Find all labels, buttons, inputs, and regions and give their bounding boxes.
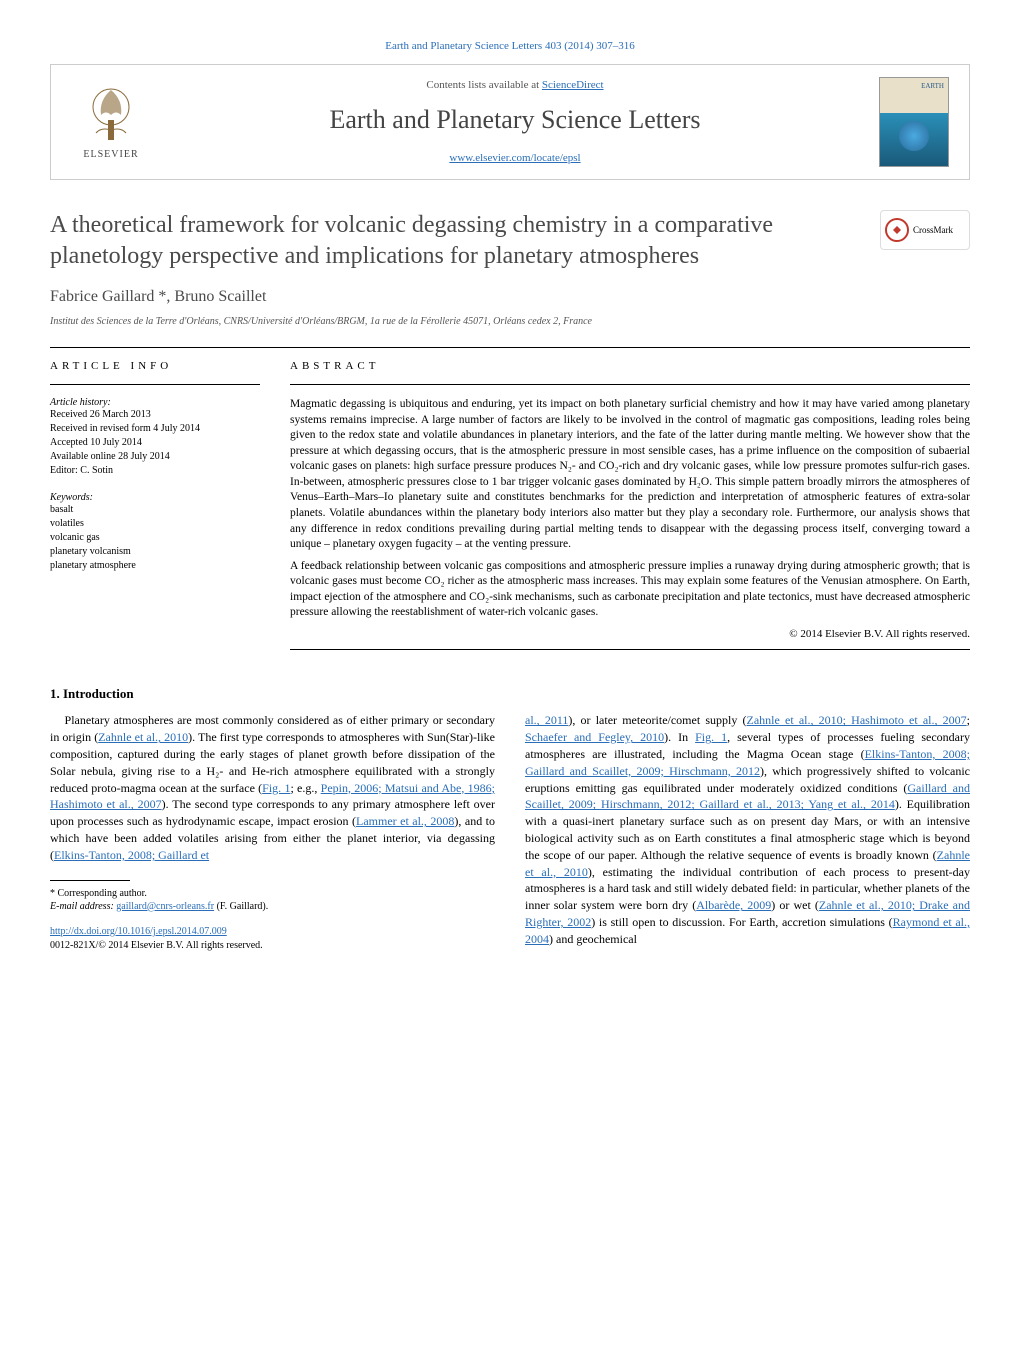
body-text: ) or wet (: [771, 898, 819, 912]
email-label: E-mail address:: [50, 901, 116, 912]
keyword-item: volatiles: [50, 517, 260, 531]
abstract-block: abstract Magmatic degassing is ubiquitou…: [290, 360, 970, 662]
journal-header-box: ELSEVIER Contents lists available at Sci…: [50, 64, 970, 180]
contents-available-line: Contents lists available at ScienceDirec…: [151, 79, 879, 91]
keyword-item: planetary atmosphere: [50, 559, 260, 573]
body-paragraph: Planetary atmospheres are most commonly …: [50, 712, 495, 863]
citation-link[interactable]: Zahnle et al., 2010; Hashimoto et al., 2…: [747, 713, 967, 727]
crossmark-badge[interactable]: CrossMark: [880, 210, 970, 250]
journal-cover-label: EARTH: [921, 82, 944, 90]
contents-prefix: Contents lists available at: [426, 79, 541, 91]
body-text: ) is still open to discussion. For Earth…: [591, 915, 892, 929]
history-label: Article history:: [50, 397, 260, 408]
body-columns: Planetary atmospheres are most commonly …: [50, 712, 970, 952]
abstract-divider: [290, 384, 970, 385]
crossmark-label: CrossMark: [913, 225, 953, 235]
citation-link[interactable]: Elkins-Tanton, 2008; Gaillard et: [54, 848, 209, 862]
section-divider: [50, 347, 970, 348]
email-suffix: (F. Gaillard).: [214, 901, 268, 912]
email-line: E-mail address: gaillard@cnrs-orleans.fr…: [50, 900, 495, 913]
online-date: Available online 28 July 2014: [50, 450, 260, 464]
section-heading-intro: 1. Introduction: [50, 686, 970, 702]
keyword-item: planetary volcanism: [50, 545, 260, 559]
header-citation: Earth and Planetary Science Letters 403 …: [50, 40, 970, 52]
revised-date: Received in revised form 4 July 2014: [50, 422, 260, 436]
journal-homepage-link[interactable]: www.elsevier.com/locate/epsl: [449, 152, 580, 164]
body-text: ), or later meteorite/comet supply (: [568, 713, 746, 727]
keyword-item: basalt: [50, 503, 260, 517]
received-date: Received 26 March 2013: [50, 408, 260, 422]
journal-cover-thumbnail: EARTH: [879, 77, 949, 167]
abstract-paragraph: A feedback relationship between volcanic…: [290, 559, 970, 621]
elsevier-text: ELSEVIER: [83, 149, 138, 160]
citation-link[interactable]: Lammer et al., 2008: [356, 814, 454, 828]
earth-icon: [899, 121, 929, 151]
article-info-heading: article info: [50, 360, 260, 372]
sciencedirect-link[interactable]: ScienceDirect: [542, 79, 604, 91]
affiliation-line: Institut des Sciences de la Terre d'Orlé…: [50, 316, 970, 327]
issn-copyright: 0012-821X/© 2014 Elsevier B.V. All right…: [50, 939, 495, 953]
citation-link[interactable]: Albarède, 2009: [696, 898, 771, 912]
body-text: ;: [967, 713, 970, 727]
body-text: ) and geochemical: [549, 932, 637, 946]
figure-link[interactable]: Fig. 1: [695, 730, 727, 744]
body-text: ). In: [664, 730, 695, 744]
figure-link[interactable]: Fig. 1: [262, 781, 290, 795]
citation-link[interactable]: al., 2011: [525, 713, 568, 727]
article-info-block: article info Article history: Received 2…: [50, 360, 260, 662]
citation-link[interactable]: Zahnle et al., 2010: [98, 730, 188, 744]
abstract-paragraph: Magmatic degassing is ubiquitous and end…: [290, 397, 970, 552]
keywords-label: Keywords:: [50, 492, 260, 503]
authors-line: Fabrice Gaillard *, Bruno Scaillet: [50, 288, 970, 306]
elsevier-tree-icon: [81, 85, 141, 145]
body-column-right: al., 2011), or later meteorite/comet sup…: [525, 712, 970, 952]
keyword-item: volcanic gas: [50, 531, 260, 545]
footnote-divider: [50, 880, 130, 881]
abstract-heading: abstract: [290, 360, 970, 372]
corresponding-author-note: * Corresponding author.: [50, 887, 495, 900]
elsevier-logo: ELSEVIER: [71, 77, 151, 167]
copyright-line: © 2014 Elsevier B.V. All rights reserved…: [290, 627, 970, 642]
citation-link[interactable]: Schaefer and Fegley, 2010: [525, 730, 664, 744]
abstract-bottom-divider: [290, 649, 970, 650]
body-column-left: Planetary atmospheres are most commonly …: [50, 712, 495, 952]
email-link[interactable]: gaillard@cnrs-orleans.fr: [116, 901, 214, 912]
accepted-date: Accepted 10 July 2014: [50, 436, 260, 450]
doi-link[interactable]: http://dx.doi.org/10.1016/j.epsl.2014.07…: [50, 926, 227, 937]
journal-name: Earth and Planetary Science Letters: [151, 105, 879, 135]
info-divider: [50, 384, 260, 385]
body-paragraph: al., 2011), or later meteorite/comet sup…: [525, 712, 970, 947]
body-text: ; e.g.,: [290, 781, 320, 795]
crossmark-icon: [885, 218, 909, 242]
article-title: A theoretical framework for volcanic deg…: [50, 210, 860, 272]
editor-line: Editor: C. Sotin: [50, 464, 260, 478]
